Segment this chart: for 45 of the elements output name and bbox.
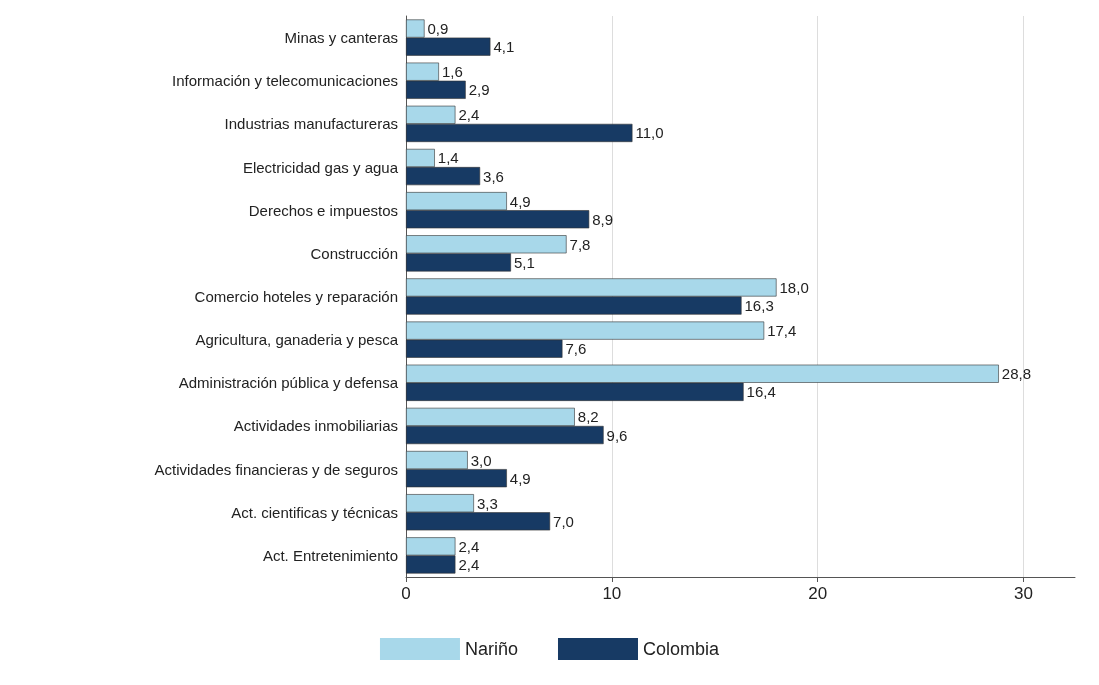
- legend-label: Nariño: [464, 639, 518, 659]
- x-tick-label: 10: [602, 584, 622, 603]
- data-label: 2,4: [458, 106, 480, 124]
- x-tick-label: 20: [808, 584, 828, 603]
- data-label: 3,0: [470, 451, 492, 469]
- y-tick-label: Actividades financieras y de seguros: [154, 460, 398, 478]
- data-label: 8,2: [577, 408, 599, 426]
- data-label: 3,6: [483, 167, 504, 185]
- data-label: 1,4: [437, 149, 459, 167]
- data-label: 18,0: [779, 278, 809, 296]
- data-label: 4,1: [493, 38, 515, 56]
- y-tick-label: Industrias manufactureras: [224, 115, 398, 133]
- y-tick-label: Derechos e impuestos: [248, 201, 398, 219]
- data-label: 28,8: [1001, 365, 1032, 383]
- data-label: 11,0: [635, 124, 664, 142]
- x-tick-label: 0: [401, 584, 411, 603]
- data-label: 2,4: [458, 555, 480, 573]
- y-tick-label: Construcción: [310, 244, 398, 262]
- y-tick-label: Información y telecomunicaciones: [172, 72, 398, 90]
- data-label: 4,9: [509, 192, 531, 210]
- data-label: 2,9: [468, 81, 490, 99]
- y-tick-label: Actividades inmobiliarias: [233, 417, 398, 435]
- data-label: 4,9: [509, 469, 531, 487]
- y-tick-label: Agricultura, ganaderia y pesca: [195, 331, 399, 349]
- data-label: 9,6: [606, 426, 628, 444]
- data-label: 7,8: [569, 235, 591, 253]
- y-tick-label: Act. Entretenimiento: [262, 546, 398, 564]
- data-label: 3,3: [476, 494, 498, 512]
- y-tick-label: Comercio hoteles y reparación: [194, 288, 398, 305]
- x-tick-label: 30: [1014, 584, 1033, 603]
- y-tick-label: Electricidad gas y agua: [242, 158, 399, 176]
- data-label: 2,4: [458, 537, 480, 555]
- y-tick-label: Act. cientificas y técnicas: [231, 503, 398, 521]
- data-label: 0,9: [427, 20, 449, 38]
- y-tick-label: Administración pública y defensa: [178, 374, 399, 392]
- data-label: 16,4: [746, 383, 776, 401]
- legend-label: Colombia: [643, 639, 721, 659]
- data-label: 7,6: [565, 340, 587, 358]
- data-label: 8,9: [592, 210, 614, 228]
- data-label: 16,3: [744, 297, 774, 315]
- data-label: 17,4: [767, 322, 797, 340]
- data-label: 5,1: [513, 253, 535, 271]
- y-tick-label: Minas y canteras: [284, 29, 398, 47]
- data-label: 7,0: [553, 512, 574, 530]
- data-label: 1,6: [441, 63, 463, 81]
